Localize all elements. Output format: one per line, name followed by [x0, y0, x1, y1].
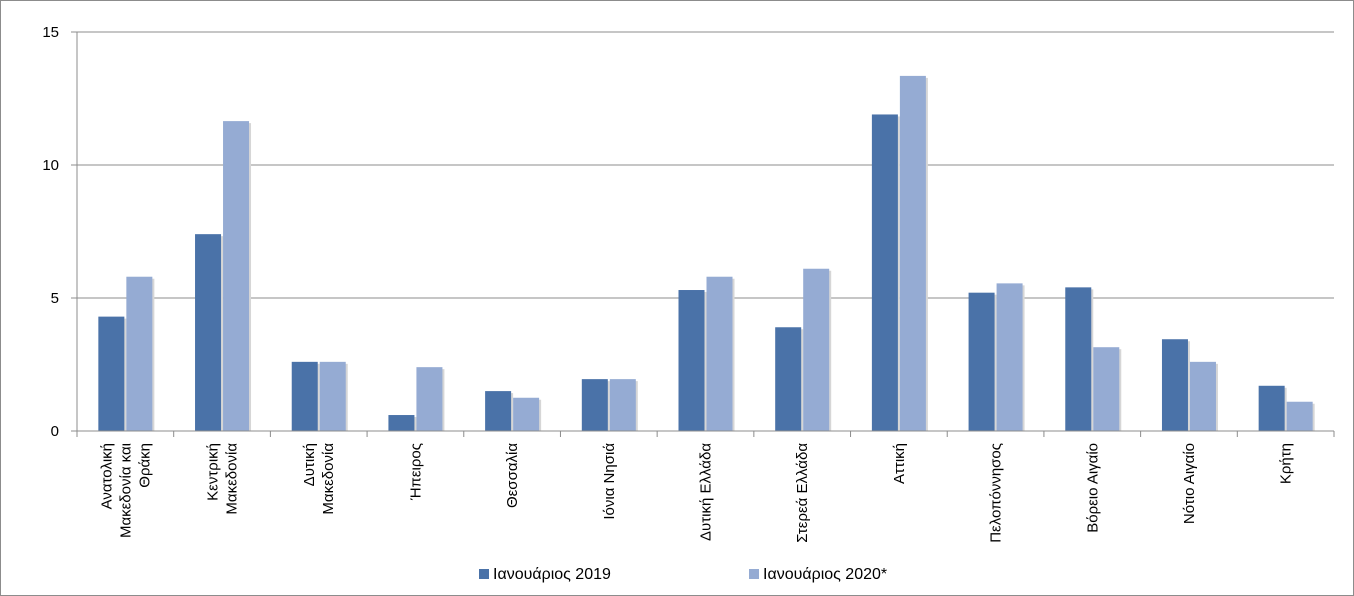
category-label: Κεντρική Μακεδονία	[205, 443, 241, 515]
y-tick-label: 5	[51, 290, 59, 307]
y-tick-label: 10	[42, 157, 59, 174]
category-label-line: Μακεδονία	[224, 443, 241, 515]
svg-text:Αττική: Αττική	[891, 443, 908, 484]
category-label-line: Ιόνια Νησιά	[601, 443, 618, 520]
bar-series-2	[1286, 401, 1313, 431]
legend-swatch	[479, 569, 489, 579]
bar-series-2	[126, 276, 153, 431]
bar-series-2	[416, 367, 443, 431]
svg-text:Ήπειρος: Ήπειρος	[407, 443, 424, 501]
bar-series-1	[775, 327, 802, 431]
svg-text:Βόρειο Αιγαίο: Βόρειο Αιγαίο	[1084, 443, 1101, 533]
category-label: Βόρειο Αιγαίο	[1084, 443, 1101, 533]
svg-text:Πελοπόννησος: Πελοπόννησος	[988, 443, 1005, 543]
svg-text:Στερεά Ελλάδα: Στερεά Ελλάδα	[794, 443, 811, 543]
bar-series-2	[513, 397, 540, 431]
bar-series-2	[1093, 347, 1120, 431]
legend: Ιανουάριος 2019 Ιανουάριος 2020*	[479, 566, 887, 583]
legend-swatch	[749, 569, 759, 579]
bars	[98, 75, 1315, 432]
axes: 0 5 10 15	[42, 24, 1335, 440]
bar-series-1	[98, 316, 125, 431]
category-label: Αττική	[891, 443, 908, 484]
category-label: Ανατολική Μακεδονία και Θράκη	[98, 443, 153, 538]
category-label-line: Θεσσαλία	[504, 443, 521, 508]
bar-series-1	[1161, 339, 1188, 431]
bar-series-1	[1065, 287, 1092, 431]
legend-label: Ιανουάριος 2019	[493, 566, 611, 583]
category-label: Νότιο Αιγαίο	[1181, 443, 1198, 524]
bar-series-1	[968, 292, 995, 431]
category-label: Κρήτη	[1278, 443, 1295, 484]
category-label: Θεσσαλία	[504, 443, 521, 508]
category-label-line: Νότιο Αιγαίο	[1181, 443, 1198, 524]
category-label-line: Κρήτη	[1278, 443, 1295, 484]
category-label-line: Ήπειρος	[407, 443, 424, 501]
category-label: Ιόνια Νησιά	[601, 443, 618, 520]
svg-text:Κρήτη: Κρήτη	[1278, 443, 1295, 484]
bar-series-1	[485, 391, 512, 431]
bar-series-1	[1258, 385, 1285, 431]
bar-series-2	[803, 268, 830, 431]
category-label-line: Αττική	[891, 443, 908, 484]
bar-series-2	[1189, 361, 1216, 431]
y-tick-label: 15	[42, 24, 59, 41]
category-label-line: Μακεδονία και	[117, 443, 134, 538]
bar-series-1	[388, 415, 415, 431]
bar-series-1	[195, 234, 222, 431]
category-label-line: Θράκη	[136, 443, 153, 488]
bar-series-2	[996, 283, 1023, 431]
category-labels: Ανατολική Μακεδονία και Θράκη Κεντρική Μακεδ…	[98, 443, 1294, 543]
bar-series-1	[291, 361, 318, 431]
category-label: Πελοπόννησος	[988, 443, 1005, 543]
category-label-line: Δυτική	[301, 443, 318, 486]
category-label-line: Βόρειο Αιγαίο	[1084, 443, 1101, 533]
category-label-line: Δυτική Ελλάδα	[698, 443, 715, 541]
category-label-line: Πελοπόννησος	[988, 443, 1005, 543]
bar-series-2	[899, 75, 926, 431]
gridlines	[77, 31, 1334, 299]
bar-series-1	[581, 379, 608, 431]
bar-series-1	[678, 290, 705, 431]
category-label: Ήπειρος	[407, 443, 424, 501]
category-label-line: Μακεδονία	[320, 443, 337, 515]
category-label: Στερεά Ελλάδα	[794, 443, 811, 543]
bar-series-1	[871, 114, 898, 432]
category-label-line: Κεντρική	[205, 443, 222, 501]
svg-text:Δυτική Ελλάδα: Δυτική Ελλάδα	[698, 443, 715, 541]
y-tick-label: 0	[51, 423, 59, 440]
category-label: Δυτική Μακεδονία	[301, 443, 337, 515]
svg-text:Ιόνια Νησιά: Ιόνια Νησιά	[601, 443, 618, 520]
svg-text:Νότιο Αιγαίο: Νότιο Αιγαίο	[1181, 443, 1198, 524]
category-label-line: Στερεά Ελλάδα	[794, 443, 811, 543]
bar-series-2	[319, 361, 346, 431]
svg-text:Θεσσαλία: Θεσσαλία	[504, 443, 521, 508]
bar-series-2	[706, 276, 733, 431]
bar-series-2	[223, 121, 250, 432]
category-label: Δυτική Ελλάδα	[698, 443, 715, 541]
bar-series-2	[609, 379, 636, 431]
legend-label: Ιανουάριος 2020*	[763, 566, 887, 583]
category-label-line: Ανατολική	[98, 443, 115, 509]
